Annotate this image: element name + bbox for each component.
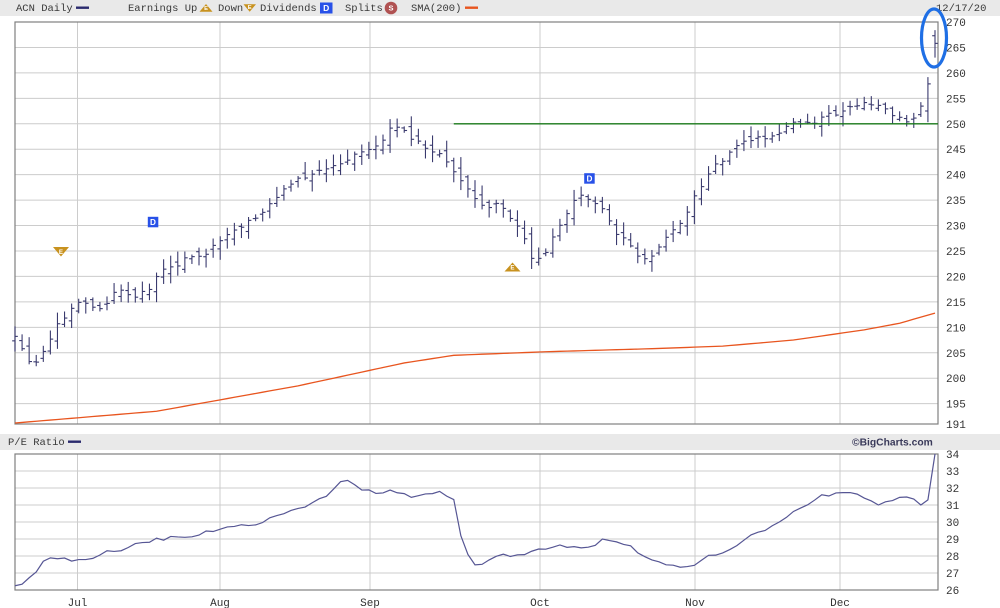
svg-text:Aug: Aug bbox=[210, 598, 230, 608]
svg-text:32: 32 bbox=[946, 484, 959, 496]
svg-text:Nov: Nov bbox=[685, 598, 705, 608]
svg-text:26: 26 bbox=[946, 586, 959, 598]
svg-text:31: 31 bbox=[946, 501, 960, 513]
svg-text:Dec: Dec bbox=[830, 598, 850, 608]
svg-text:27: 27 bbox=[946, 569, 959, 581]
svg-text:33: 33 bbox=[946, 467, 959, 479]
svg-text:Jul: Jul bbox=[68, 598, 88, 608]
svg-text:29: 29 bbox=[946, 535, 959, 547]
svg-text:28: 28 bbox=[946, 552, 959, 564]
svg-text:34: 34 bbox=[946, 450, 960, 462]
svg-text:Oct: Oct bbox=[530, 598, 550, 608]
svg-text:Sep: Sep bbox=[360, 598, 380, 608]
svg-text:30: 30 bbox=[946, 518, 959, 530]
